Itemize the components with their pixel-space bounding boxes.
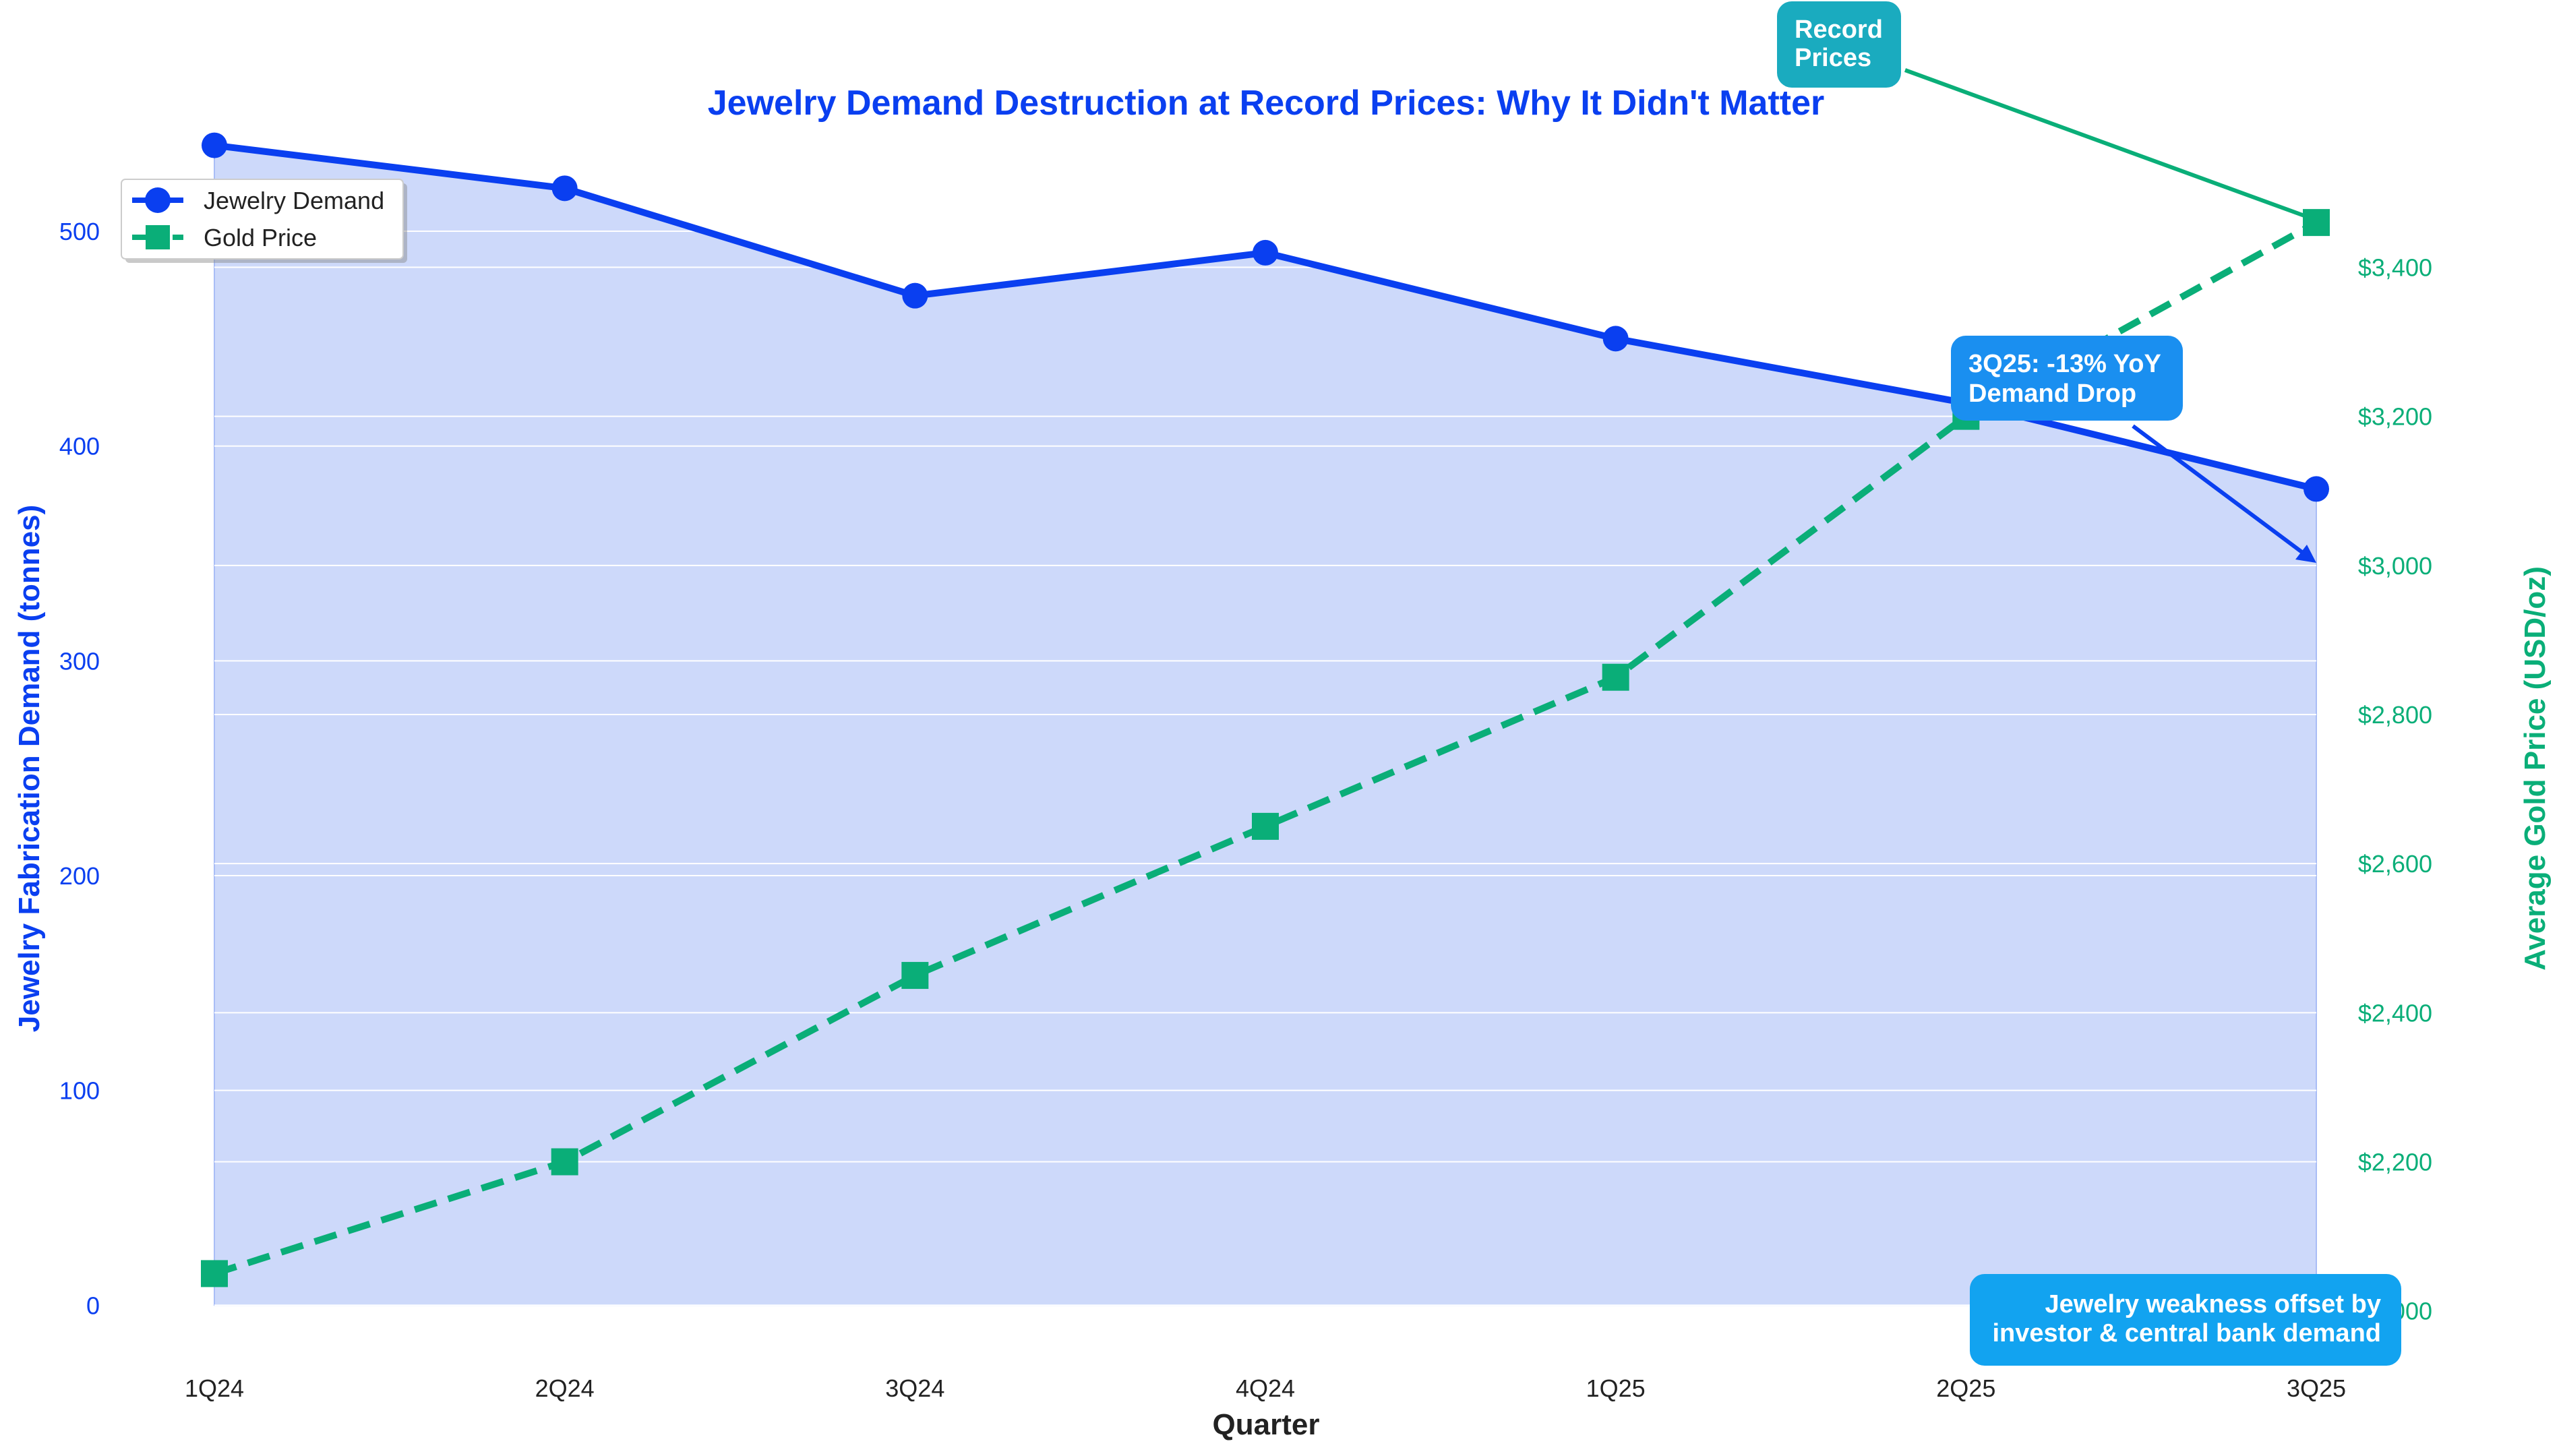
x-tick-4q24: 4Q24 [1236, 1374, 1295, 1402]
annotation-demand-drop-arrowhead [2295, 545, 2316, 563]
annotation-record-prices-box [1777, 1, 1901, 88]
right-tick-2800: $2,800 [2358, 701, 2432, 729]
gold-price-point-1q24 [201, 1260, 228, 1287]
annotation-demand-drop-line-1: 3Q25: -13% YoY [1968, 350, 2161, 378]
x-tick-3q25: 3Q25 [2287, 1374, 2346, 1402]
annotation-record-prices-line-1: Record [1795, 16, 1883, 44]
x-tick-2q24: 2Q24 [535, 1374, 595, 1402]
annotation-record-prices-line-2: Prices [1795, 44, 1871, 72]
annotation-offset-note: Jewelry weakness offset by investor & ce… [1970, 1274, 2401, 1366]
right-y-axis-label: Average Gold Price (USD/oz) [2519, 566, 2552, 971]
gold-price-point-2q24 [551, 1148, 578, 1176]
jewelry-demand-point-3q25 [2304, 476, 2329, 502]
right-tick-3400: $3,400 [2358, 253, 2432, 281]
x-tick-1q25: 1Q25 [1586, 1374, 1646, 1402]
gold-price-point-3q25 [2303, 209, 2330, 237]
left-tick-400: 400 [59, 433, 100, 460]
jewelry-demand-point-4q24 [1253, 239, 1278, 266]
left-y-axis-ticks: 0 100 200 300 400 500 [59, 218, 100, 1319]
chart-title: Jewelry Demand Destruction at Record Pri… [708, 84, 1825, 123]
annotation-record-prices-arrow [1904, 68, 2320, 223]
left-y-axis-label: Jewelry Fabrication Demand (tonnes) [13, 505, 46, 1032]
annotation-demand-drop-arrow [2132, 424, 2310, 559]
right-tick-3000: $3,000 [2358, 552, 2432, 580]
annotation-offset-line-2: investor & central bank demand [1993, 1319, 2382, 1347]
jewelry-demand-point-1q24 [202, 132, 227, 158]
annotation-record-prices: Record Prices [1777, 1, 2320, 223]
legend-gold-price-label: Gold Price [204, 224, 317, 251]
x-axis-label: Quarter [1213, 1408, 1320, 1441]
right-tick-2400: $2,400 [2358, 999, 2432, 1027]
jewelry-demand-point-3q24 [902, 282, 928, 309]
left-tick-100: 100 [59, 1077, 100, 1105]
jewelry-demand-area-layer [214, 144, 2317, 1306]
right-tick-2600: $2,600 [2358, 850, 2432, 878]
legend-box [121, 179, 404, 260]
annotation-offset-line-1: Jewelry weakness offset by [2045, 1290, 2381, 1318]
right-tick-2200: $2,200 [2358, 1149, 2432, 1176]
jewelry-demand-point-2q24 [551, 175, 578, 202]
gold-price-point-4q24 [1252, 812, 1279, 840]
left-tick-200: 200 [59, 862, 100, 890]
x-tick-3q24: 3Q24 [885, 1374, 944, 1402]
left-tick-300: 300 [59, 647, 100, 675]
annotation-demand-drop: 3Q25: -13% YoY Demand Drop [1951, 336, 2316, 563]
x-tick-1q24: 1Q24 [185, 1374, 244, 1402]
legend-gold-price-marker [146, 225, 170, 249]
right-y-axis-ticks: $2,000$2,200$2,400$2,600$2,800$3,000$3,2… [2358, 253, 2432, 1325]
annotation-demand-drop-line-2: Demand Drop [1968, 380, 2136, 408]
jewelry-demand-area [214, 144, 2317, 1306]
legend-jewelry-demand-marker [145, 187, 171, 213]
right-tick-3200: $3,200 [2358, 403, 2432, 431]
legend-jewelry-demand-label: Jewelry Demand [204, 187, 384, 214]
left-tick-0: 0 [86, 1292, 100, 1319]
annotation-demand-drop-box [1951, 336, 2183, 421]
gold-price-point-3q24 [901, 962, 929, 990]
annotation-offset-box [1970, 1274, 2401, 1366]
left-tick-500: 500 [59, 218, 100, 245]
jewelry-demand-point-1q25 [1602, 326, 1629, 352]
gold-price-point-1q25 [1602, 663, 1629, 691]
legend: Jewelry Demand Gold Price [121, 179, 407, 263]
x-tick-2q25: 2Q25 [1936, 1374, 1995, 1402]
x-axis-ticks: 1Q24 2Q24 3Q24 4Q24 1Q25 2Q25 3Q25 [185, 1374, 2346, 1402]
